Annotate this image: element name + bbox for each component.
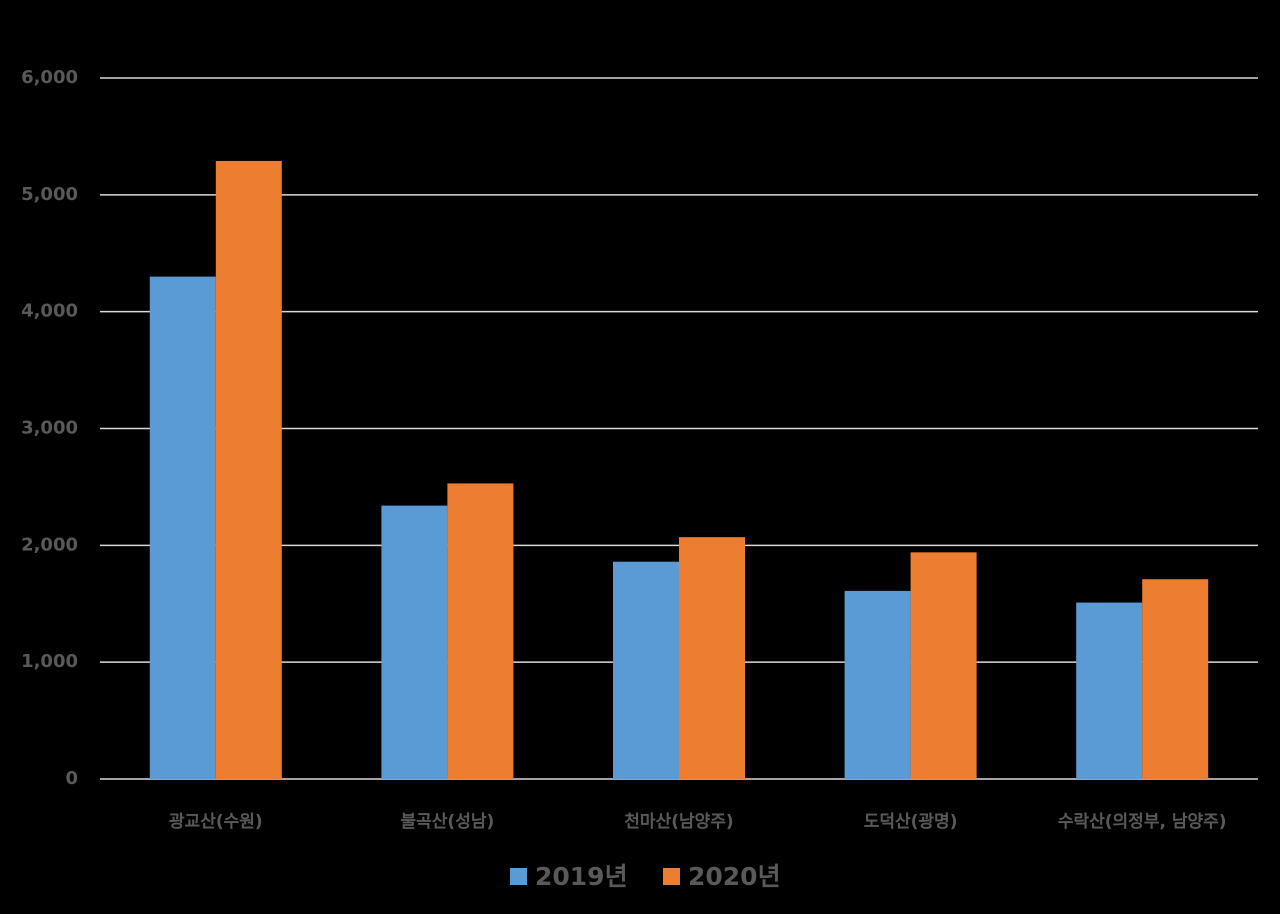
bar	[447, 483, 514, 779]
y-tick-label: 0	[65, 768, 78, 789]
bar	[613, 561, 679, 779]
x-tick-label: 천마산(남양주)	[624, 812, 733, 832]
legend-label: 2020년	[688, 862, 781, 891]
bar	[149, 276, 216, 779]
bar	[679, 537, 745, 779]
bar	[1076, 602, 1143, 779]
y-tick-label: 3,000	[21, 418, 78, 439]
bar	[381, 505, 448, 779]
x-tick-label: 불곡산(성남)	[401, 812, 495, 832]
y-tick-label: 1,000	[21, 651, 78, 672]
legend-swatch	[663, 868, 680, 885]
bar	[844, 590, 911, 779]
x-tick-label: 도덕산(광명)	[864, 812, 958, 832]
bar	[215, 160, 282, 779]
y-tick-label: 2,000	[21, 534, 78, 555]
y-tick-label: 4,000	[21, 301, 78, 322]
y-tick-label: 5,000	[21, 184, 78, 205]
y-tick-label: 6,000	[21, 67, 78, 88]
x-tick-label: 광교산(수원)	[169, 812, 263, 832]
bar	[1142, 579, 1209, 779]
legend-label: 2019년	[535, 862, 628, 891]
legend-swatch	[510, 868, 527, 885]
bar	[910, 552, 977, 779]
x-tick-label: 수락산(의정부, 남양주)	[1058, 812, 1227, 832]
